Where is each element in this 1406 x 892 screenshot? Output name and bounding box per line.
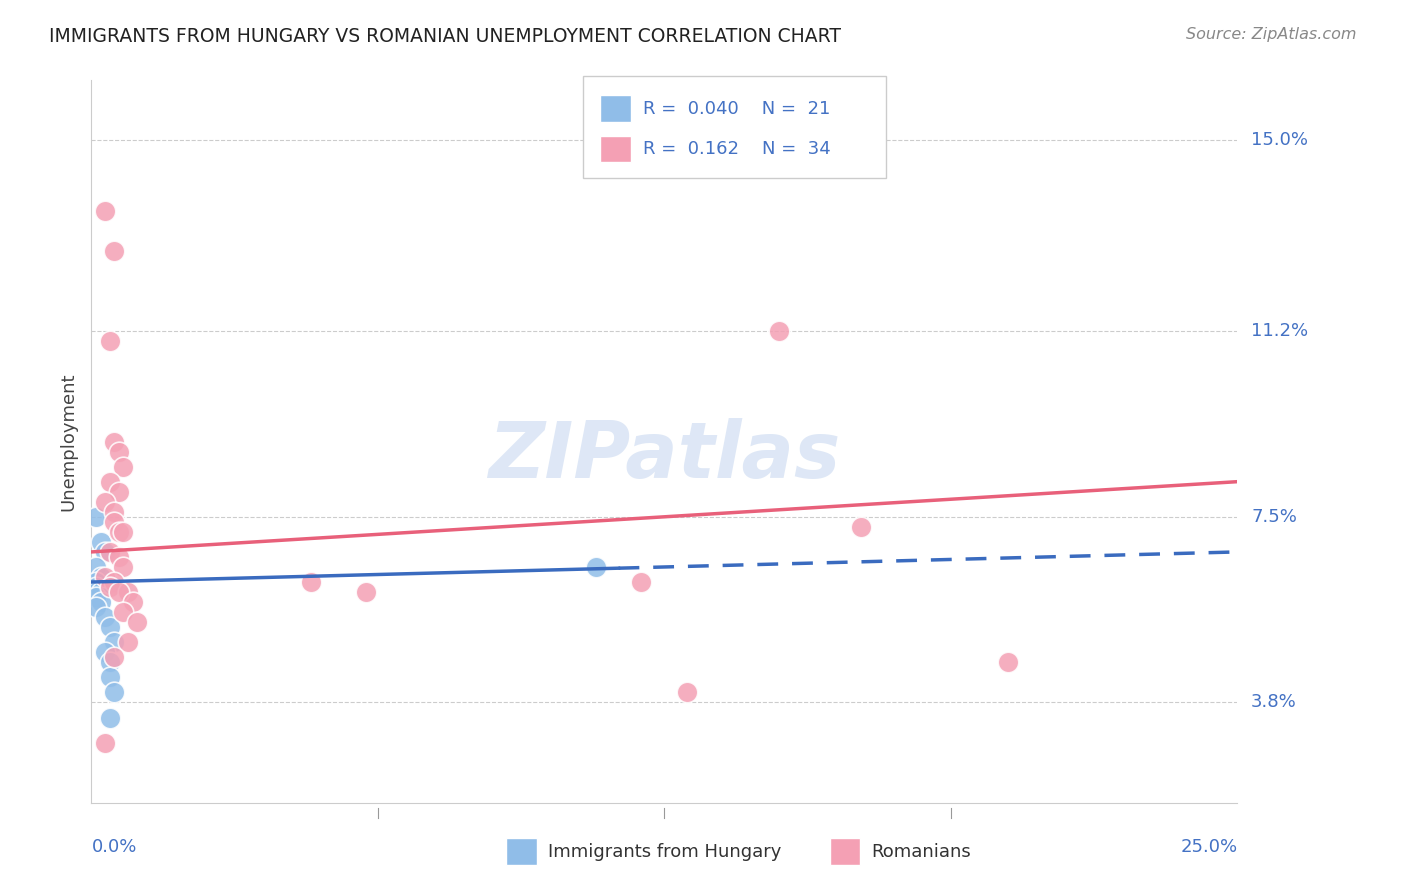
Point [98,655,121,669]
Point [103,650,125,665]
Point [84,509,107,524]
Point [90,570,112,584]
Point [94,545,117,559]
Point [108,484,131,499]
Point [84,590,107,604]
Point [108,585,131,599]
Point [94,570,117,584]
Point [103,505,125,519]
Point [112,524,135,539]
Point [103,575,125,590]
Point [103,434,125,449]
Point [768,324,790,338]
Point [90,534,112,549]
Point [117,585,139,599]
Point [112,605,135,619]
Point [94,645,117,659]
Point [121,595,143,609]
Text: Source: ZipAtlas.com: Source: ZipAtlas.com [1187,27,1357,42]
Point [585,560,607,574]
Point [112,560,135,574]
Point [108,524,131,539]
Point [98,545,121,559]
Text: 3.8%: 3.8% [1251,693,1296,712]
Text: R =  0.162    N =  34: R = 0.162 N = 34 [643,140,831,158]
Point [676,685,699,699]
Point [108,549,131,564]
Point [127,615,149,630]
Point [997,655,1019,669]
Point [117,635,139,649]
Point [108,444,131,458]
Point [90,595,112,609]
Point [299,575,322,590]
Point [90,585,112,599]
Point [98,475,121,489]
Y-axis label: Unemployment: Unemployment [59,372,77,511]
Text: Immigrants from Hungary: Immigrants from Hungary [548,843,782,861]
Point [94,494,117,508]
Point [356,585,378,599]
Text: Romanians: Romanians [872,843,972,861]
Text: 7.5%: 7.5% [1251,508,1296,525]
Point [98,710,121,724]
Point [98,580,121,594]
Point [103,244,125,258]
Point [84,585,107,599]
Point [103,685,125,699]
Point [94,610,117,624]
Point [112,459,135,474]
Point [84,575,107,590]
Point [94,735,117,749]
Point [94,203,117,218]
Point [851,520,873,534]
Point [630,575,652,590]
Text: IMMIGRANTS FROM HUNGARY VS ROMANIAN UNEMPLOYMENT CORRELATION CHART: IMMIGRANTS FROM HUNGARY VS ROMANIAN UNEM… [49,27,841,45]
Text: 25.0%: 25.0% [1180,838,1237,856]
Text: R =  0.040    N =  21: R = 0.040 N = 21 [643,100,830,118]
Point [98,334,121,349]
Text: 0.0%: 0.0% [91,838,136,856]
Point [98,670,121,684]
Point [84,600,107,615]
Point [98,620,121,634]
Point [103,515,125,529]
Point [84,560,107,574]
Text: 15.0%: 15.0% [1251,131,1308,150]
Point [103,635,125,649]
Point [84,580,107,594]
Text: ZIPatlas: ZIPatlas [488,418,841,494]
Text: 11.2%: 11.2% [1251,322,1308,340]
